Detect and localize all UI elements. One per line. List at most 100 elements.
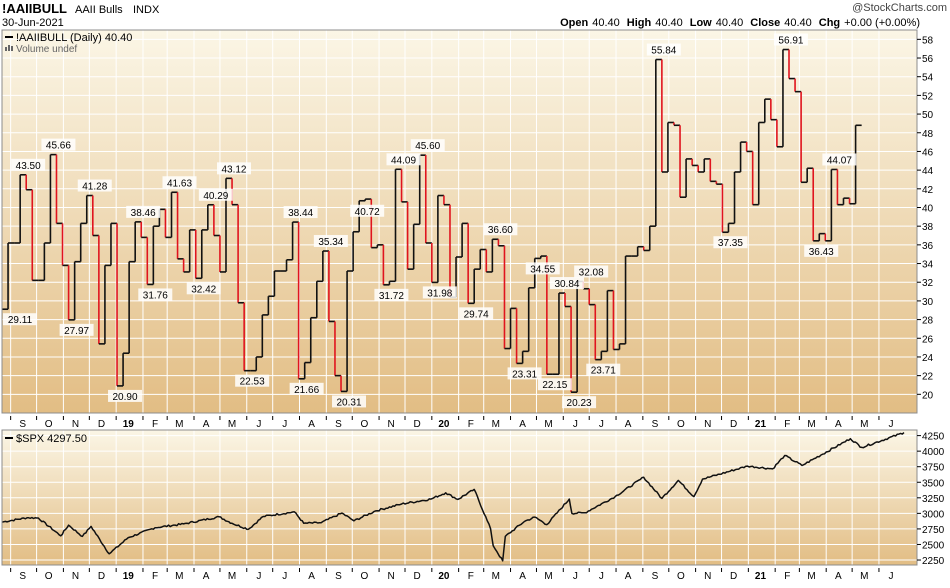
annotation-label: 43.50: [16, 161, 41, 172]
annotation-bg: [186, 282, 221, 295]
annotation-bg: [198, 188, 233, 201]
low-label: Low: [690, 17, 712, 29]
x-tick-label: A: [625, 571, 632, 582]
annotation-label: 20.31: [337, 397, 362, 408]
annotation-bg: [3, 313, 37, 326]
chart-header: !AAIIBULL AAII Bulls INDX 30-Jun-2021 @S…: [2, 1, 947, 29]
y-tick-label: 54: [922, 73, 934, 84]
annotation-label: 38.46: [131, 208, 156, 219]
x-tick-label: S: [335, 419, 342, 430]
annotation-label: 44.07: [827, 155, 852, 166]
annotation-bg: [586, 363, 621, 376]
annotation-label: 44.09: [391, 155, 416, 166]
x-tick-label: J: [889, 419, 894, 430]
annotation-label: 27.97: [64, 326, 89, 337]
y-tick-label: 4000: [922, 447, 945, 458]
x-tick-label: F: [468, 571, 474, 582]
x-tick-label: D: [98, 419, 105, 430]
y-tick-label: 40: [922, 203, 934, 214]
y-tick-label: 38: [922, 222, 934, 233]
y-tick-label: 44: [922, 166, 934, 177]
annotation-label: 38.44: [288, 208, 313, 219]
x-tick-label: 19: [123, 419, 135, 430]
x-tick-label: D: [414, 571, 421, 582]
open-label: Open: [560, 17, 588, 29]
y-tick-label: 22: [922, 372, 934, 383]
y-tick-label: 2500: [922, 540, 945, 551]
x-tick-label: N: [388, 419, 395, 430]
annotation-label: 56.91: [778, 36, 803, 47]
annotation-label: 55.84: [651, 46, 676, 57]
annotation-bg: [410, 139, 445, 152]
annotation-bg: [574, 265, 609, 278]
x-tick-label: 19: [123, 571, 135, 582]
annotation-bg: [537, 378, 572, 391]
annotation-label: 31.98: [427, 288, 452, 299]
annotation-label: 34.55: [530, 264, 555, 275]
x-tick-label: M: [492, 571, 500, 582]
x-tick-label: F: [468, 419, 474, 430]
x-tick-label: A: [835, 419, 842, 430]
annotation-bg: [162, 176, 197, 189]
x-tick-label: M: [228, 419, 236, 430]
annotation-label: 23.71: [591, 366, 616, 377]
x-tick-label: J: [282, 571, 287, 582]
x-tick-label: A: [835, 571, 842, 582]
y-tick-label: 3000: [922, 509, 945, 520]
annotation-bg: [138, 288, 173, 301]
x-tick-label: O: [45, 419, 53, 430]
y-tick-label: 20: [922, 390, 934, 401]
annotation-label: 36.60: [488, 225, 513, 236]
y-tick-label: 32: [922, 278, 934, 289]
annotation-label: 32.42: [191, 284, 216, 295]
x-tick-label: O: [677, 419, 685, 430]
spx-line: [2, 432, 905, 562]
y-tick-label: 3250: [922, 494, 945, 505]
annotation-label: 41.28: [82, 182, 107, 193]
x-tick-label: M: [175, 571, 183, 582]
y-tick-label: 36: [922, 241, 934, 252]
upper-volume-label: Volume undef: [16, 44, 77, 55]
x-tick-label: N: [72, 419, 79, 430]
x-tick-label: M: [807, 419, 815, 430]
y-tick-label: 30: [922, 297, 934, 308]
x-tick-label: J: [256, 419, 261, 430]
high-label: High: [627, 17, 652, 29]
x-tick-label: 20: [438, 419, 450, 430]
x-tick-label: 21: [755, 419, 767, 430]
annotation-bg: [562, 396, 597, 409]
x-tick-label: D: [730, 419, 737, 430]
x-tick-label: A: [519, 419, 526, 430]
x-tick-label: J: [573, 419, 578, 430]
chg-label: Chg: [819, 17, 840, 29]
upper-annotations: 29.11 43.50 45.66 27.97 41.28 20.90 38.46 31.76…: [3, 33, 857, 409]
low-value: 40.40: [716, 17, 744, 29]
x-tick-label: M: [544, 419, 552, 430]
annotation-label: 22.53: [240, 377, 265, 388]
x-tick-label: S: [19, 571, 26, 582]
annotation-bg: [235, 374, 270, 387]
x-tick-label: D: [98, 571, 105, 582]
x-tick-label: F: [784, 571, 790, 582]
upper-panel-bg: [2, 30, 917, 413]
annotation-bg: [773, 33, 808, 46]
annotation-bg: [289, 382, 324, 395]
upper-x-axis: S O N D 19 F M A M J J A S O N D 20 F M A M J J A S O N D 21 F M A M J: [10, 416, 894, 430]
annotation-bg: [41, 138, 76, 151]
annotation-bg: [283, 206, 318, 219]
annotation-label: 20.90: [113, 392, 138, 403]
lower-y-axis: 2250 2500 2750 3000 3250 3500 3750 4000 4250: [917, 432, 945, 567]
x-tick-label: 20: [438, 571, 450, 582]
x-tick-label: M: [544, 571, 552, 582]
annotation-bg: [313, 235, 348, 248]
x-tick-label: D: [730, 571, 737, 582]
annotation-bg: [11, 158, 46, 171]
annotation-bg: [108, 389, 143, 402]
x-tick-label: M: [807, 571, 815, 582]
x-tick-label: J: [256, 571, 261, 582]
x-tick-label: F: [152, 419, 158, 430]
x-tick-label: S: [335, 571, 342, 582]
x-tick-label: A: [203, 419, 210, 430]
